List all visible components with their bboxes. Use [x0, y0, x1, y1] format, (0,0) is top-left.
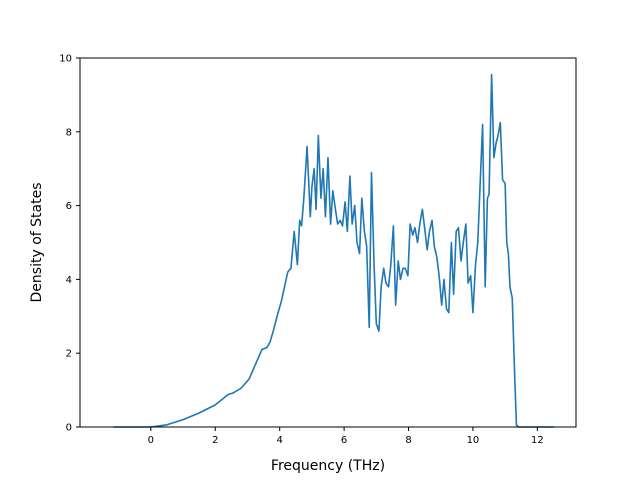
- y-tick-label: 4: [66, 275, 72, 286]
- x-tick-label: 12: [531, 435, 544, 446]
- y-tick-label: 2: [66, 349, 72, 360]
- plot-frame: [79, 57, 577, 428]
- x-tick-label: 10: [467, 435, 480, 446]
- x-tick-label: 6: [341, 435, 347, 446]
- x-tick-label: 0: [148, 435, 154, 446]
- y-tick-label: 8: [66, 127, 72, 138]
- x-tick-label: 8: [405, 435, 411, 446]
- x-axis-label: Frequency (THz): [271, 458, 385, 474]
- y-axis-label: Density of States: [29, 183, 45, 303]
- x-tick-label: 4: [277, 435, 283, 446]
- y-tick-label: 10: [59, 54, 72, 65]
- y-tick-label: 6: [66, 201, 72, 212]
- y-tick-label: 0: [66, 423, 72, 434]
- dos-series-line: [113, 73, 555, 428]
- x-tick-label: 2: [212, 435, 218, 446]
